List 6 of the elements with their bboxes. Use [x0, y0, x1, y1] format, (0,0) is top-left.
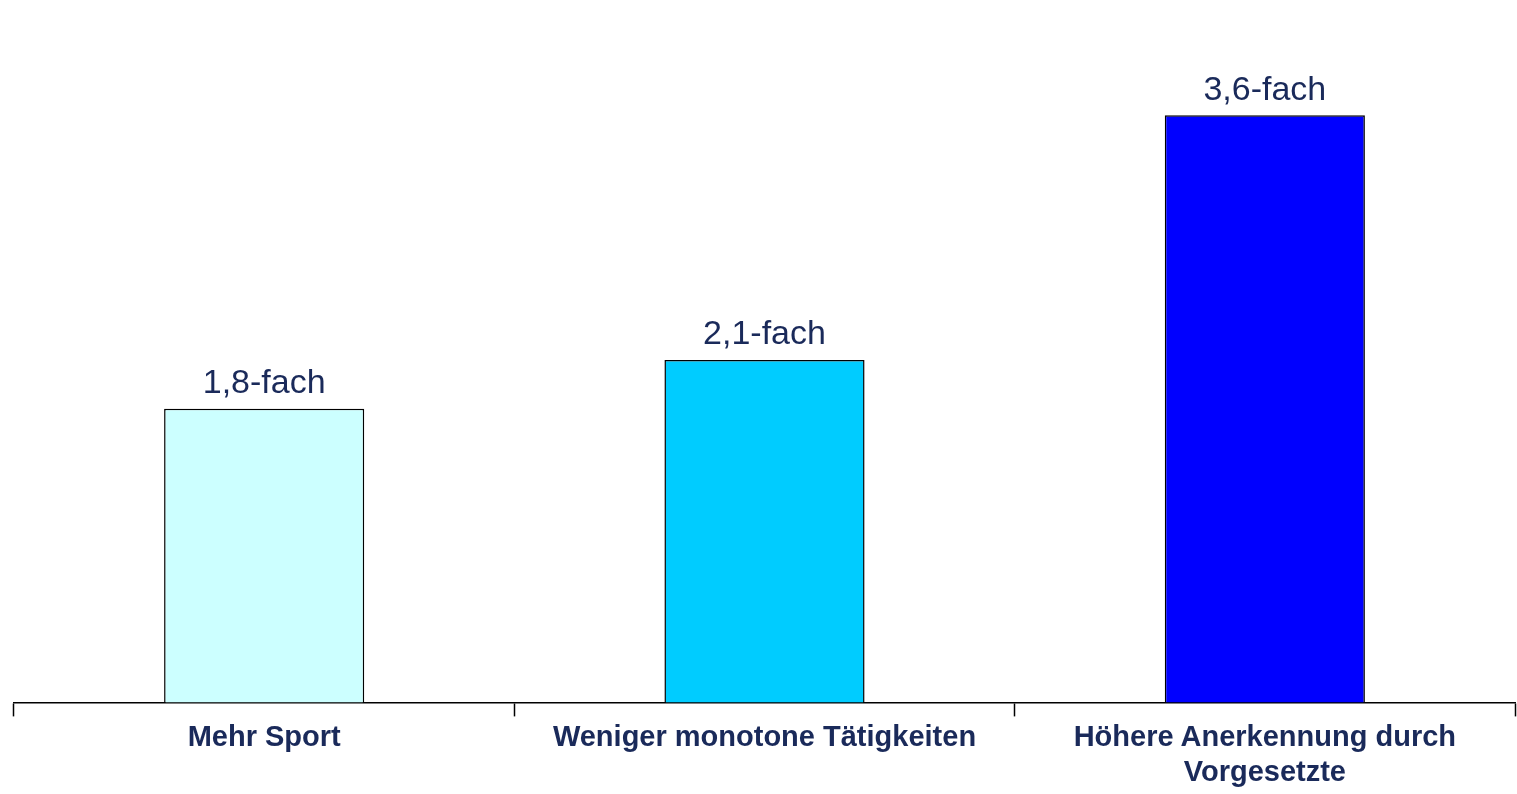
x-tick-label: Weniger monotone Tätigkeiten [552, 719, 977, 752]
data-label: 1,8-fach [202, 362, 326, 401]
x-tick-label: Höhere Anerkennung durch Vorgesetzte [1073, 719, 1457, 787]
x-tick-label: Mehr Sport [187, 719, 342, 752]
data-label: 3,6-fach [1203, 68, 1327, 107]
data-label: 2,1-fach [703, 313, 826, 352]
